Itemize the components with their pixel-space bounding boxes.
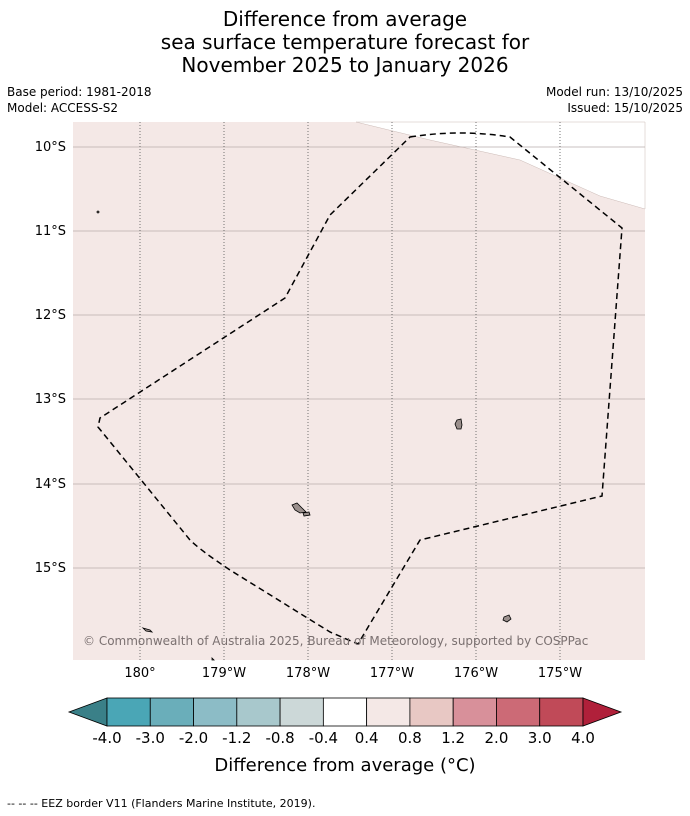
- colorbar-tick-label: 0.4: [355, 729, 379, 747]
- lat-label-11s: 11°S: [35, 224, 66, 239]
- colorbar-box: [409, 697, 454, 727]
- island-bottom: [211, 657, 215, 661]
- colorbar-tick-label: 2.0: [485, 729, 509, 747]
- eez-border: [97, 132, 623, 645]
- colorbar-tick-label: -0.4: [309, 729, 338, 747]
- colorbar-extend-low: [67, 697, 108, 727]
- colorbar: [67, 697, 623, 727]
- copyright-text: © Commonwealth of Australia 2025, Bureau…: [83, 634, 588, 648]
- colorbar-box: [496, 697, 541, 727]
- title-line-3: November 2025 to January 2026: [181, 53, 509, 77]
- colorbar-box: [106, 697, 151, 727]
- colorbar-tick-labels: -4.0 -3.0 -2.0 -1.2 -0.8 -0.4 0.4 0.8 1.2 2.0 3.0 4…: [92, 729, 595, 747]
- lat-gridlines: [73, 146, 645, 569]
- colorbar-tick-label: -1.2: [222, 729, 251, 747]
- colorbar-tick-label: 0.8: [398, 729, 422, 747]
- lat-labels: 10°S 11°S 12°S 13°S 14°S 15°S: [35, 140, 66, 576]
- colorbar-tick-label: -3.0: [136, 729, 165, 747]
- colorbar-tick-label: -2.0: [179, 729, 208, 747]
- island-southwest-b: [302, 511, 311, 517]
- meta-right: Model run: 13/10/2025 Issued: 15/10/2025: [546, 84, 683, 116]
- island-south: [502, 614, 512, 623]
- colorbar-box: [322, 697, 368, 727]
- colorbar-tick-label: 3.0: [528, 729, 552, 747]
- lon-label-179w: 179°W: [202, 666, 246, 681]
- map-ocean: [73, 122, 645, 660]
- model-text: Model: ACCESS-S2: [7, 101, 119, 115]
- colorbar-box: [149, 697, 194, 727]
- lon-label-178w: 178°W: [286, 666, 330, 681]
- meta-left: Base period: 1981-2018 Model: ACCESS-S2: [7, 84, 152, 116]
- colorbar-box: [193, 697, 238, 727]
- island-southwest-a: [291, 502, 307, 514]
- colorbar-label: Difference from average (°C): [214, 755, 476, 776]
- island-northwest: [96, 210, 100, 214]
- lon-label-177w: 177°W: [370, 666, 414, 681]
- no-data-region: [355, 121, 646, 210]
- lat-label-14s: 14°S: [35, 477, 66, 492]
- lon-label-176w: 176°W: [454, 666, 498, 681]
- issued-text: Issued: 15/10/2025: [567, 101, 683, 115]
- lon-label-180: 180°: [124, 666, 155, 681]
- lon-label-175w: 175°W: [538, 666, 582, 681]
- lat-label-10s: 10°S: [35, 140, 66, 155]
- model-run-text: Model run: 13/10/2025: [545, 85, 683, 99]
- lat-label-13s: 13°S: [35, 392, 66, 407]
- colorbar-box: [452, 697, 497, 727]
- chart-title: Difference from average sea surface temp…: [0, 8, 690, 77]
- colorbar-box: [366, 697, 411, 727]
- lat-label-12s: 12°S: [35, 308, 66, 323]
- colorbar-extend-high: [582, 697, 623, 727]
- colorbar-box: [236, 697, 281, 727]
- islands: [96, 210, 512, 661]
- colorbar-tick-label: -4.0: [92, 729, 121, 747]
- colorbar-tick-label: 1.2: [441, 729, 465, 747]
- base-period-text: Base period: 1981-2018: [7, 85, 152, 99]
- colorbar-box: [539, 697, 584, 727]
- island-southwest-c: [141, 627, 154, 633]
- colorbar-tick-label: -0.8: [265, 729, 294, 747]
- colorbar-tick-label: 4.0: [571, 729, 595, 747]
- footer-legend: -- -- -- EEZ border V11 (Flanders Marine…: [7, 797, 316, 810]
- lon-labels: 180° 179°W 178°W 177°W 176°W 175°W: [124, 666, 582, 681]
- colorbar-box: [279, 697, 324, 727]
- title-line-2: sea surface temperature forecast for: [160, 30, 530, 54]
- lat-label-15s: 15°S: [35, 561, 66, 576]
- title-line-1: Difference from average: [222, 7, 468, 31]
- island-east: [454, 418, 463, 430]
